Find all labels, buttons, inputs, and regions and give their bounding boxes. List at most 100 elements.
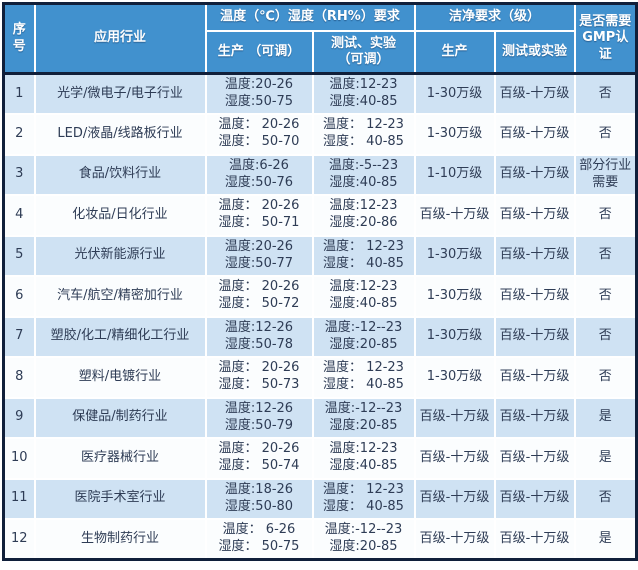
cell-industry: 光伏新能源行业: [33, 234, 207, 277]
cell-clean-production: 1-30万级: [413, 315, 496, 358]
cell-test-temp-humidity: 温度:12-23 湿度:40-85: [311, 437, 416, 480]
header-sub-row: 生产 （可调） 测试、实验 （可调） 生产 测试或实验: [4, 29, 637, 75]
cell-test-temp-humidity: 温度:-5--23 湿度:40-85: [311, 153, 416, 196]
table-row: 4 化妆品/日化行业 温度： 20-26 湿度： 50-71 温度:12-23 …: [2, 194, 638, 237]
cell-row-number: 3: [2, 153, 36, 196]
production-temperature: 温度： 6-26: [222, 522, 296, 538]
production-humidity: 湿度:50-77: [224, 255, 294, 271]
cell-row-number: 5: [2, 234, 36, 277]
test-temperature: 温度:12-23: [329, 441, 398, 457]
cell-production-temp-humidity: 温度： 20-26 湿度： 50-72: [204, 275, 314, 318]
cell-row-number: 1: [2, 72, 36, 115]
cell-test-temp-humidity: 温度： 12-23 湿度： 40-85: [311, 234, 416, 277]
header-col-industry: 应用行业: [33, 2, 207, 75]
table-row: 7 塑胶/化工/精细化工行业 温度:12-26 湿度:50-78 温度:-12-…: [2, 315, 638, 358]
cell-clean-production: 1-30万级: [413, 356, 496, 399]
cell-clean-production: 1-30万级: [413, 275, 496, 318]
cell-test-temp-humidity: 温度:12-23 湿度:40-85: [311, 275, 416, 318]
test-temperature: 温度:-12--23: [324, 400, 403, 416]
header-sub-test-line1: 测试、实验: [331, 35, 397, 51]
cell-industry: 塑胶/化工/精细化工行业: [33, 315, 207, 358]
cell-clean-test: 百级-十万级: [493, 315, 576, 358]
cell-gmp: 否: [573, 72, 638, 115]
cell-clean-test: 百级-十万级: [493, 153, 576, 196]
header-col-gmp: 是否需要 GMP认证: [573, 2, 638, 75]
cell-test-temp-humidity: 温度:12-23 湿度:40-85: [311, 72, 416, 115]
table-row: 5 光伏新能源行业 温度:20-26 湿度:50-77 温度： 12-23 湿度…: [2, 234, 638, 277]
cell-production-temp-humidity: 温度:12-26 湿度:50-78: [204, 315, 314, 358]
cell-industry: 汽车/航空/精密加行业: [33, 275, 207, 318]
cell-clean-production: 百级-十万级: [413, 194, 496, 237]
cell-clean-test: 百级-十万级: [493, 113, 576, 156]
cell-test-temp-humidity: 温度： 12-23 湿度： 40-85: [311, 356, 416, 399]
test-humidity: 湿度： 40-85: [323, 498, 404, 514]
cell-clean-test: 百级-十万级: [493, 437, 576, 480]
cell-industry: 化妆品/日化行业: [33, 194, 207, 237]
cell-production-temp-humidity: 温度:20-26 湿度:50-77: [204, 234, 314, 277]
cell-industry: 塑料/电镀行业: [33, 356, 207, 399]
test-temperature: 温度:12-23: [329, 198, 398, 214]
table-body: 1 光学/微电子/电子行业 温度:20-26 湿度:50-75 温度:12-23…: [2, 72, 638, 561]
cell-industry: 食品/饮料行业: [33, 153, 207, 196]
cell-clean-production: 1-10万级: [413, 153, 496, 196]
production-temperature: 温度： 20-26: [218, 441, 300, 457]
cell-gmp: 是: [573, 518, 638, 561]
cell-production-temp-humidity: 温度： 20-26 湿度： 50-73: [204, 356, 314, 399]
cell-production-temp-humidity: 温度： 6-26 湿度： 50-75: [204, 518, 314, 561]
cell-production-temp-humidity: 温度： 20-26 湿度： 50-70: [204, 113, 314, 156]
test-temperature: 温度： 12-23: [323, 117, 404, 133]
cell-clean-test: 百级-十万级: [493, 356, 576, 399]
test-temperature: 温度:12-23: [329, 279, 398, 295]
cell-gmp: 否: [573, 194, 638, 237]
production-temperature: 温度:20-26: [224, 238, 294, 254]
production-humidity: 湿度:50-80: [224, 498, 294, 514]
cell-industry: 生物制药行业: [33, 518, 207, 561]
cell-gmp: 否: [573, 234, 638, 277]
cell-clean-test: 百级-十万级: [493, 518, 576, 561]
production-humidity: 湿度:50-79: [224, 417, 294, 433]
cell-gmp: 否: [573, 477, 638, 520]
production-temperature: 温度:12-26: [224, 319, 294, 335]
cell-clean-production: 1-30万级: [413, 72, 496, 115]
cell-gmp: 是: [573, 437, 638, 480]
production-humidity: 湿度： 50-71: [218, 215, 300, 231]
table-row: 3 食品/饮料行业 温度:6-26 湿度:50-76 温度:-5--23 湿度:…: [2, 153, 638, 196]
cell-industry: 医院手术室行业: [33, 477, 207, 520]
test-humidity: 湿度： 40-85: [323, 255, 404, 271]
table-row: 2 LED/液晶/线路板行业 温度： 20-26 湿度： 50-70 温度： 1…: [2, 113, 638, 156]
header-group-temp-humidity: 温度（℃）湿度（RH%）要求: [204, 2, 416, 32]
cell-industry: LED/液晶/线路板行业: [33, 113, 207, 156]
production-temperature: 温度： 20-26: [218, 279, 300, 295]
cell-row-number: 10: [2, 437, 36, 480]
cell-row-number: 12: [2, 518, 36, 561]
production-humidity: 湿度： 50-75: [218, 539, 300, 554]
header-group-clean: 洁净要求（级）: [413, 2, 576, 32]
test-humidity: 湿度:20-85: [329, 336, 398, 352]
production-temperature: 温度:20-26: [224, 77, 294, 93]
cell-test-temp-humidity: 温度:12-23 湿度:20-86: [311, 194, 416, 237]
cell-gmp: 否: [573, 315, 638, 358]
table-row: 10 医疗器械行业 温度： 20-26 湿度： 50-74 温度:12-23 湿…: [2, 437, 638, 480]
test-temperature: 温度:-12--23: [324, 522, 403, 538]
industry-requirements-table: 序号 应用行业 温度（℃）湿度（RH%）要求 洁净要求（级） 是否需要 GMP认…: [2, 2, 638, 561]
cell-production-temp-humidity: 温度： 20-26 湿度： 50-71: [204, 194, 314, 237]
production-humidity: 湿度:50-75: [224, 94, 294, 109]
header-sub-production: 生产 （可调）: [204, 29, 314, 75]
header-col-gmp-line2: GMP认证: [582, 30, 629, 62]
cell-production-temp-humidity: 温度:6-26 湿度:50-76: [204, 153, 314, 196]
production-humidity: 湿度： 50-73: [218, 377, 300, 393]
table-row: 9 保健品/制药行业 温度:12-26 湿度:50-79 温度:-12--23 …: [2, 396, 638, 439]
production-temperature: 温度:6-26: [229, 157, 289, 173]
table-row: 6 汽车/航空/精密加行业 温度： 20-26 湿度： 50-72 温度:12-…: [2, 275, 638, 318]
test-humidity: 湿度： 40-85: [323, 377, 404, 393]
table-row: 11 医院手术室行业 温度:18-26 湿度:50-80 温度： 12-23 湿…: [2, 477, 638, 520]
cell-test-temp-humidity: 温度： 12-23 湿度： 40-85: [311, 113, 416, 156]
cell-production-temp-humidity: 温度:12-26 湿度:50-79: [204, 396, 314, 439]
cell-gmp: 是: [573, 396, 638, 439]
cell-industry: 医疗器械行业: [33, 437, 207, 480]
test-temperature: 温度： 12-23: [323, 238, 404, 254]
test-temperature: 温度： 12-23: [323, 360, 404, 376]
cell-gmp: 否: [573, 356, 638, 399]
cell-row-number: 8: [2, 356, 36, 399]
test-temperature: 温度:-12--23: [324, 319, 403, 335]
